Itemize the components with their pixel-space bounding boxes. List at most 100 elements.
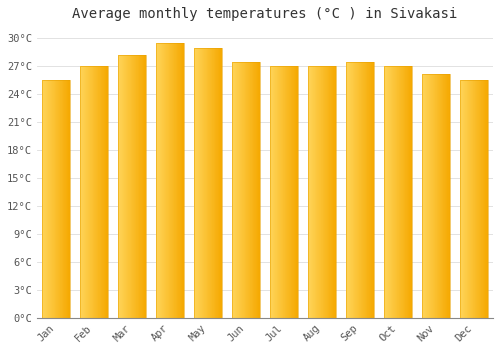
Bar xyxy=(94,66,95,318)
Bar xyxy=(242,62,243,318)
Bar xyxy=(201,48,202,318)
Bar xyxy=(395,66,396,318)
Bar xyxy=(272,66,273,318)
Bar xyxy=(62,80,63,318)
Bar xyxy=(102,66,103,318)
Bar xyxy=(486,80,487,318)
Bar xyxy=(350,62,351,318)
Bar xyxy=(296,66,297,318)
Bar xyxy=(366,62,367,318)
Bar xyxy=(246,62,247,318)
Bar xyxy=(50,80,51,318)
Bar xyxy=(460,80,488,318)
Bar xyxy=(318,66,319,318)
Bar xyxy=(91,66,92,318)
Bar xyxy=(442,74,443,318)
Bar xyxy=(357,62,358,318)
Bar xyxy=(313,66,314,318)
Bar xyxy=(243,62,244,318)
Bar xyxy=(472,80,473,318)
Bar xyxy=(425,74,426,318)
Bar xyxy=(195,48,196,318)
Bar xyxy=(270,66,271,318)
Bar xyxy=(159,43,160,318)
Bar xyxy=(353,62,354,318)
Bar xyxy=(428,74,429,318)
Bar xyxy=(364,62,365,318)
Bar xyxy=(279,66,280,318)
Bar xyxy=(257,62,258,318)
Bar xyxy=(347,62,348,318)
Bar xyxy=(130,55,132,318)
Bar xyxy=(52,80,53,318)
Bar xyxy=(156,43,184,318)
Bar xyxy=(287,66,288,318)
Bar xyxy=(234,62,235,318)
Bar xyxy=(422,74,423,318)
Bar xyxy=(129,55,130,318)
Bar xyxy=(208,48,209,318)
Bar xyxy=(254,62,255,318)
Bar xyxy=(218,48,220,318)
Bar xyxy=(322,66,323,318)
Bar xyxy=(69,80,70,318)
Bar xyxy=(258,62,259,318)
Bar xyxy=(328,66,329,318)
Bar xyxy=(133,55,134,318)
Bar xyxy=(61,80,62,318)
Bar xyxy=(163,43,164,318)
Bar xyxy=(96,66,98,318)
Bar xyxy=(352,62,353,318)
Bar xyxy=(145,55,146,318)
Bar xyxy=(469,80,470,318)
Bar xyxy=(237,62,238,318)
Bar xyxy=(480,80,481,318)
Bar xyxy=(179,43,180,318)
Bar xyxy=(46,80,48,318)
Bar xyxy=(334,66,335,318)
Bar xyxy=(138,55,140,318)
Bar xyxy=(356,62,357,318)
Bar xyxy=(206,48,207,318)
Bar xyxy=(63,80,64,318)
Bar xyxy=(427,74,428,318)
Bar xyxy=(485,80,486,318)
Bar xyxy=(468,80,469,318)
Bar xyxy=(310,66,311,318)
Bar xyxy=(247,62,248,318)
Bar xyxy=(358,62,359,318)
Bar xyxy=(214,48,216,318)
Bar xyxy=(324,66,325,318)
Bar xyxy=(84,66,86,318)
Bar xyxy=(86,66,87,318)
Bar xyxy=(196,48,197,318)
Bar xyxy=(312,66,313,318)
Bar xyxy=(136,55,137,318)
Bar xyxy=(411,66,412,318)
Bar xyxy=(447,74,448,318)
Bar xyxy=(166,43,167,318)
Bar xyxy=(331,66,332,318)
Bar xyxy=(409,66,410,318)
Bar xyxy=(210,48,211,318)
Bar xyxy=(90,66,91,318)
Bar xyxy=(439,74,440,318)
Bar xyxy=(433,74,434,318)
Bar xyxy=(232,62,233,318)
Bar xyxy=(200,48,201,318)
Bar xyxy=(437,74,438,318)
Bar xyxy=(252,62,253,318)
Bar xyxy=(158,43,159,318)
Bar xyxy=(464,80,465,318)
Bar xyxy=(212,48,213,318)
Bar xyxy=(317,66,318,318)
Bar xyxy=(156,43,157,318)
Bar xyxy=(182,43,183,318)
Bar xyxy=(349,62,350,318)
Bar xyxy=(326,66,327,318)
Bar xyxy=(92,66,94,318)
Bar xyxy=(435,74,436,318)
Bar xyxy=(126,55,128,318)
Bar xyxy=(320,66,321,318)
Bar xyxy=(410,66,411,318)
